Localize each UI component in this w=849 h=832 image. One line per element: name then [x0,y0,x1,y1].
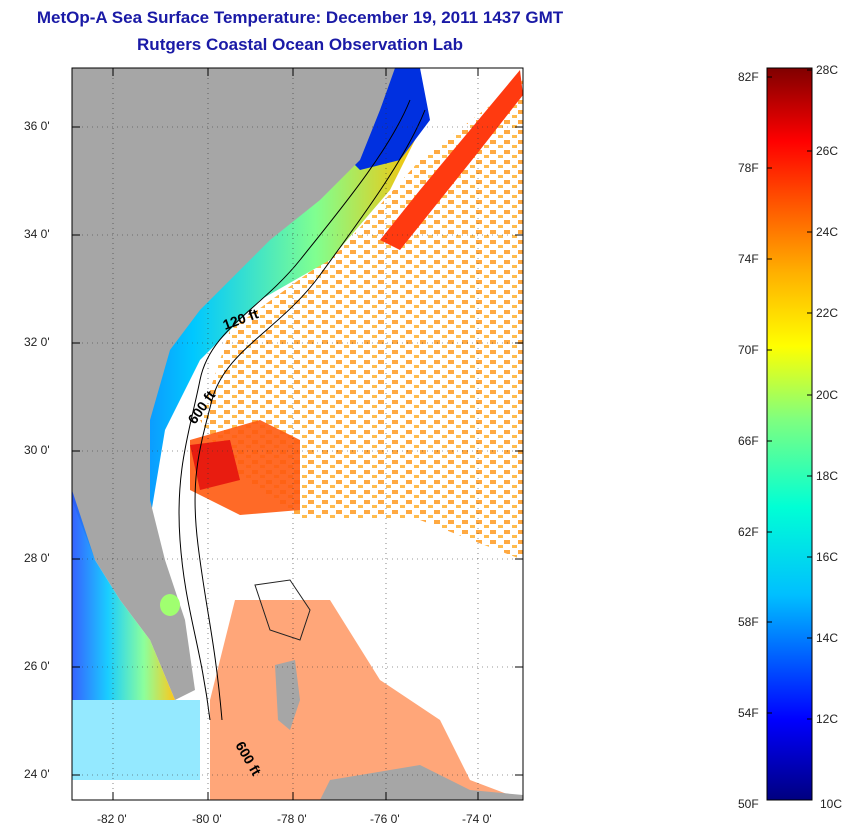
gulf-water [72,490,175,700]
lon-label-82: -82 0' [97,812,127,826]
bahamas-land [275,660,300,730]
lon-label-78: -78 0' [277,812,307,826]
colorbar-f-70: 70F [738,343,759,357]
lat-label-30: 30 0' [24,443,50,457]
lake-okeechobee [160,594,180,616]
colorbar-c-18: 18C [816,469,839,483]
gulf-stream-edge [380,70,523,250]
colorbar-f-58: 58F [738,615,759,629]
cuba-land [320,765,523,800]
bahamas-water [210,600,523,800]
lat-label-24: 24 0' [24,767,50,781]
map-subtitle: Rutgers Coastal Ocean Observation Lab [137,35,463,54]
florida-keys-water [72,700,200,780]
warm-water-patch-2 [190,440,240,490]
contour-120ft [178,99,411,721]
axis-ticks [72,68,523,800]
colorbar-f-66: 66F [738,434,759,448]
lat-label-26: 26 0' [24,659,50,673]
andros-island [254,579,311,641]
colorbar-c-10: 10C [820,797,843,811]
colorbar-c-26: 26C [816,144,839,158]
land-southeast-us [72,68,395,700]
map-title: MetOp-A Sea Surface Temperature: Decembe… [36,8,564,27]
colorbar-c-14: 14C [816,631,839,645]
colorbar-f-62: 62F [738,525,759,539]
lat-label-32: 32 0' [24,335,50,349]
colorbar-f-82: 82F [738,70,759,84]
lon-label-80: -80 0' [192,812,222,826]
map-frame [71,67,524,801]
lat-label-28: 28 0' [24,551,50,565]
colorbar-c-20: 20C [816,388,839,402]
colorbar-f-50: 50F [738,797,759,811]
colorbar-c-12: 12C [816,712,839,726]
colorbar-c-28: 28C [816,63,839,77]
lon-label-74: -74 0' [462,812,492,826]
graticule [72,68,523,800]
colorbar-f-78: 78F [738,161,759,175]
colorbar-f-74: 74F [738,252,759,266]
contour-600ft [194,109,426,721]
colorbar [766,67,813,801]
sst-map [72,68,523,800]
lon-label-76: -76 0' [370,812,400,826]
colorbar-c-16: 16C [816,550,839,564]
colorbar-c-22: 22C [816,306,839,320]
lat-label-34: 34 0' [24,227,50,241]
lat-label-36: 36 0' [24,119,50,133]
colorbar-f-54: 54F [738,706,759,720]
colorbar-ticks [767,69,812,720]
colorbar-c-24: 24C [816,225,839,239]
